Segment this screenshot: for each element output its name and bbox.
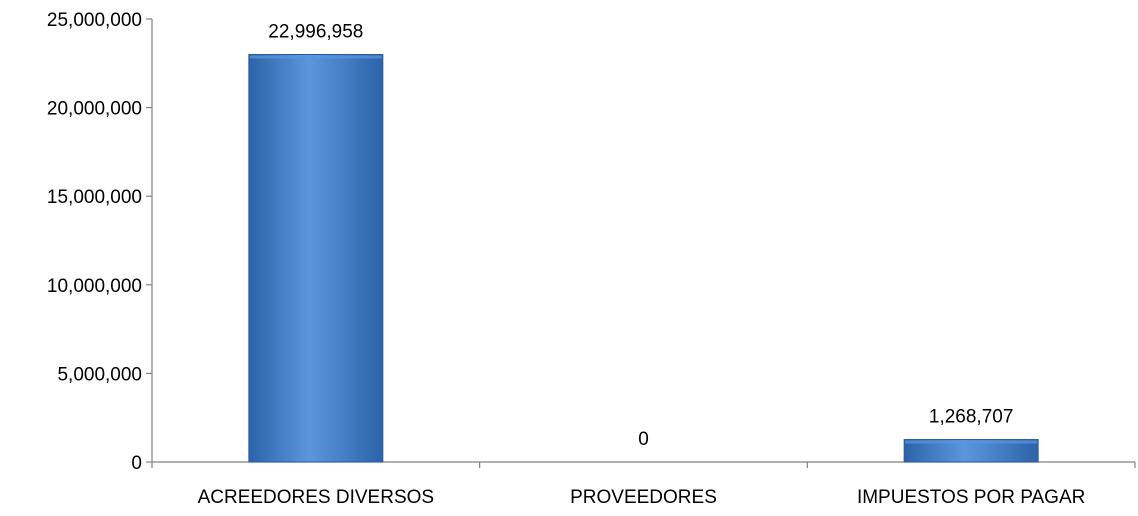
bar-highlight xyxy=(905,440,1038,444)
bar-highlight xyxy=(249,55,382,59)
bar xyxy=(248,53,384,463)
x-axis: ACREEDORES DIVERSOS PROVEEDORES IMPUESTOS … xyxy=(151,461,1136,508)
data-label: 22,996,958 xyxy=(268,21,363,42)
y-axis: 0 5,000,000 10,000,000 15,000,000 20,000,000… xyxy=(47,10,153,474)
y-tick-label: 0 xyxy=(131,453,142,474)
x-category-label: ACREEDORES DIVERSOS xyxy=(198,487,435,508)
y-tick-label: 15,000,000 xyxy=(47,187,142,208)
y-tick-label: 25,000,000 xyxy=(47,10,142,31)
x-category-label: IMPUESTOS POR PAGAR xyxy=(857,487,1085,508)
y-tick-label: 5,000,000 xyxy=(57,364,142,385)
data-labels: 22,996,958 0 1,268,707 xyxy=(268,21,1013,450)
bars xyxy=(248,53,1039,463)
x-category-label: PROVEEDORES xyxy=(570,487,717,508)
y-tick-label: 20,000,000 xyxy=(47,99,142,120)
data-label: 1,268,707 xyxy=(929,407,1014,428)
data-label: 0 xyxy=(638,429,649,450)
y-tick-label: 10,000,000 xyxy=(47,276,142,297)
bar xyxy=(903,439,1039,463)
